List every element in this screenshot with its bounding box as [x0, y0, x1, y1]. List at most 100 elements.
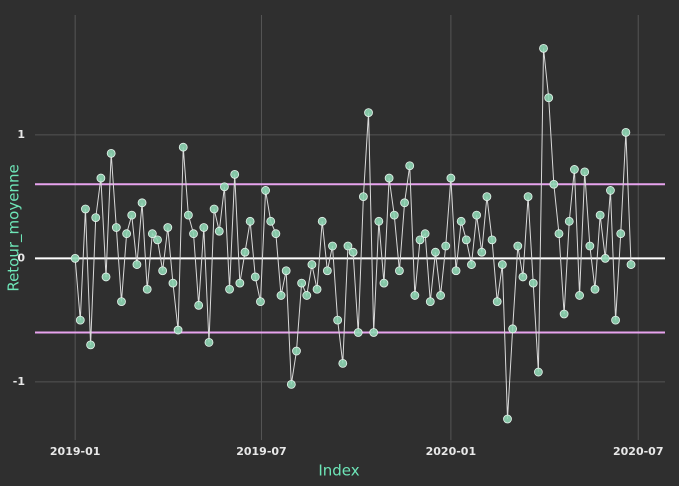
data-point	[173, 325, 183, 335]
data-point	[338, 359, 348, 368]
data-point	[456, 216, 466, 226]
data-point	[611, 315, 620, 325]
data-point	[441, 241, 451, 251]
data-point	[132, 260, 142, 269]
data-point	[503, 414, 512, 424]
data-point	[194, 300, 204, 310]
data-point	[322, 266, 332, 276]
data-point	[595, 210, 605, 220]
data-point	[436, 291, 445, 300]
data-point	[621, 127, 631, 137]
data-point	[240, 247, 250, 257]
data-point	[497, 260, 507, 269]
data-point	[328, 241, 337, 251]
data-point	[405, 161, 415, 171]
data-point	[467, 260, 476, 269]
data-point	[395, 266, 404, 276]
data-point	[235, 278, 245, 288]
data-point	[127, 210, 137, 220]
data-point	[70, 253, 80, 263]
data-point	[364, 108, 373, 118]
data-point	[487, 235, 497, 245]
data-point	[183, 210, 193, 220]
data-point	[137, 198, 147, 208]
data-point	[626, 260, 636, 269]
data-point	[256, 297, 265, 307]
data-point	[292, 346, 301, 356]
data-point	[472, 210, 482, 220]
data-point	[477, 247, 487, 257]
data-point	[214, 226, 224, 236]
data-point	[178, 142, 188, 152]
data-point	[199, 223, 209, 232]
y-axis-label: Retour_moyenne	[5, 164, 24, 291]
data-point	[425, 297, 435, 307]
data-point	[379, 278, 389, 288]
data-point	[168, 278, 178, 288]
y-tick-label: 1	[17, 128, 25, 141]
x-tick-label: 2019-07	[236, 445, 287, 458]
data-point	[518, 272, 528, 282]
x-axis-label: Index	[318, 462, 359, 480]
data-point	[420, 229, 430, 239]
data-point	[451, 266, 461, 276]
data-point	[616, 229, 626, 239]
y-tick-label: -1	[13, 375, 25, 388]
data-point	[585, 241, 595, 251]
data-point	[230, 169, 240, 179]
data-point	[312, 284, 322, 294]
x-tick-label: 2019-01	[50, 445, 101, 458]
data-point	[410, 291, 420, 300]
data-point	[343, 241, 353, 251]
data-point	[508, 324, 518, 334]
data-point	[91, 213, 101, 223]
data-point	[384, 173, 394, 183]
data-point	[261, 186, 270, 195]
data-point	[220, 182, 229, 192]
data-point	[389, 210, 399, 220]
data-point	[225, 284, 234, 294]
data-point	[554, 229, 564, 239]
data-point	[317, 216, 327, 226]
data-point	[513, 241, 523, 251]
data-point	[106, 148, 116, 158]
data-point	[523, 192, 533, 202]
data-point	[297, 278, 307, 288]
x-tick-label: 2020-01	[426, 445, 477, 458]
data-point	[153, 235, 162, 245]
data-point	[431, 247, 440, 257]
data-point	[158, 266, 168, 276]
data-point	[142, 284, 152, 294]
data-point	[101, 272, 111, 282]
data-point	[245, 216, 255, 226]
data-point	[400, 198, 409, 208]
x-tick-label: 2020-07	[613, 445, 664, 458]
data-point	[539, 43, 548, 53]
data-point	[549, 179, 559, 189]
data-point	[147, 229, 157, 239]
data-point	[590, 284, 600, 294]
data-point	[446, 173, 456, 183]
data-point	[266, 216, 276, 226]
data-point	[86, 340, 95, 350]
data-point	[281, 266, 291, 276]
data-point	[307, 260, 317, 269]
data-point	[606, 186, 615, 195]
data-point	[204, 337, 214, 347]
data-point	[415, 235, 425, 245]
data-point	[271, 229, 281, 239]
y-tick-label: 0	[17, 251, 25, 264]
data-point	[81, 204, 90, 214]
data-point	[75, 315, 85, 325]
data-point	[122, 229, 132, 239]
data-point	[575, 291, 584, 300]
data-point	[369, 328, 379, 337]
data-point	[580, 167, 590, 177]
data-point	[96, 173, 106, 183]
data-point	[302, 291, 312, 300]
data-point	[209, 204, 219, 214]
data-point	[374, 216, 384, 226]
data-point	[111, 223, 121, 232]
